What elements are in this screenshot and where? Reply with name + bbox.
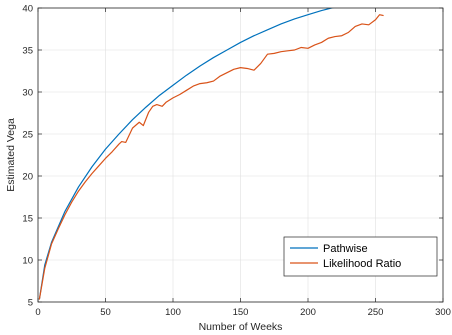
x-tick-label: 0 [35, 307, 40, 318]
legend-box [283, 236, 438, 277]
series-layer [38, 8, 384, 300]
x-tick-labels: 0 50 100 150 200 250 300 [35, 307, 451, 318]
x-tick-label: 150 [233, 307, 249, 318]
x-tick-label: 50 [100, 307, 111, 318]
series-line-pathwise [38, 8, 335, 300]
legend-label-likelihood-ratio: Likelihood Ratio [323, 258, 401, 270]
y-tick-label: 20 [22, 172, 33, 183]
y-tick-label: 35 [22, 46, 33, 57]
x-tick-label: 300 [435, 307, 451, 318]
legend: Pathwise Likelihood Ratio [283, 236, 438, 277]
y-axis-label: Estimated Vega [5, 118, 17, 192]
y-tick-label: 40 [22, 4, 33, 15]
x-tick-label: 200 [300, 307, 316, 318]
y-tick-label: 5 [28, 298, 33, 309]
x-tick-label: 100 [165, 307, 181, 318]
tick-marks [37, 7, 444, 303]
y-tick-label: 10 [22, 256, 33, 267]
x-tick-label: 250 [368, 307, 384, 318]
y-tick-labels: 5 10 15 20 25 30 35 40 [22, 4, 33, 309]
y-tick-label: 15 [22, 214, 33, 225]
y-tick-label: 25 [22, 130, 33, 141]
grid-lines [37, 7, 444, 303]
y-tick-label: 30 [22, 88, 33, 99]
x-axis-label: Number of Weeks [199, 321, 283, 333]
series-line-likelihood-ratio [38, 14, 384, 300]
legend-label-pathwise: Pathwise [323, 243, 368, 255]
